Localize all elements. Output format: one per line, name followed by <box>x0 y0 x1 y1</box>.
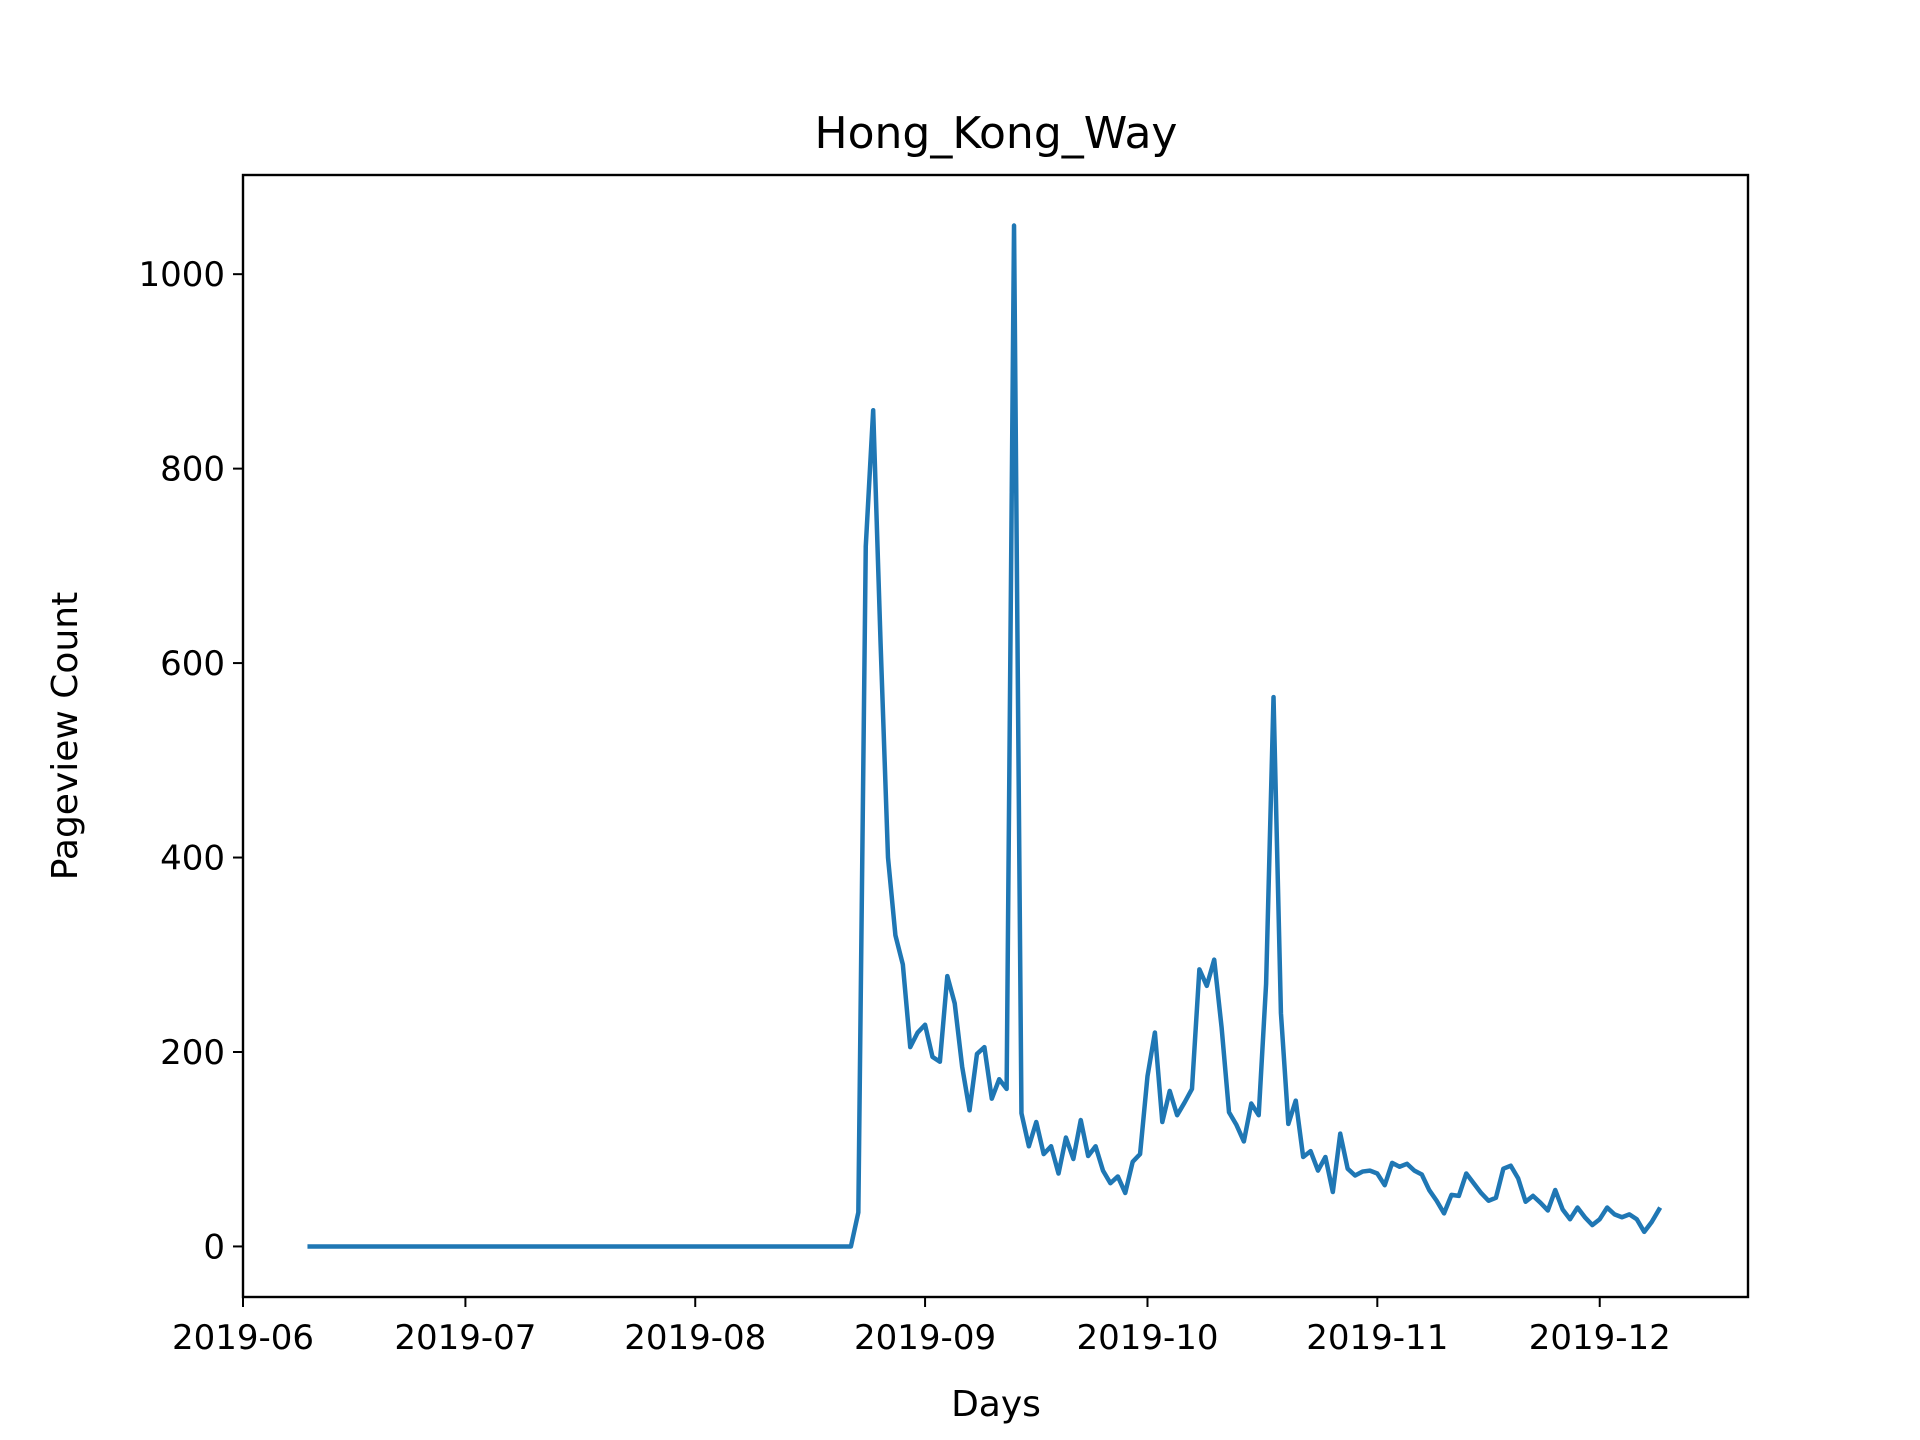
x-axis-label: Days <box>951 1384 1041 1425</box>
chart-title: Hong_Kong_Way <box>815 108 1178 159</box>
x-tick-label: 2019-08 <box>624 1318 766 1358</box>
x-tick-label: 2019-10 <box>1076 1318 1218 1358</box>
y-tick-label: 200 <box>160 1033 225 1073</box>
plot-frame <box>241 173 1750 1299</box>
y-axis: 0 200 400 600 800 1000 <box>138 255 243 1267</box>
y-tick-label: 400 <box>160 839 225 879</box>
y-tick-label: 800 <box>160 450 225 490</box>
x-tick-label: 2019-07 <box>394 1318 536 1358</box>
x-tick-label: 2019-11 <box>1306 1318 1448 1358</box>
x-tick-label: 2019-09 <box>854 1318 996 1358</box>
x-axis: 2019-06 2019-07 2019-08 2019-09 2019-10 2019-… <box>172 1297 1671 1358</box>
y-tick-label: 0 <box>203 1227 225 1267</box>
x-tick-label: 2019-12 <box>1529 1318 1671 1358</box>
y-tick-label: 600 <box>160 644 225 684</box>
y-axis-label: Pageview Count <box>45 592 86 880</box>
x-tick-label: 2019-06 <box>172 1318 314 1358</box>
series-line <box>307 223 1663 1249</box>
y-tick-label: 1000 <box>138 255 225 295</box>
